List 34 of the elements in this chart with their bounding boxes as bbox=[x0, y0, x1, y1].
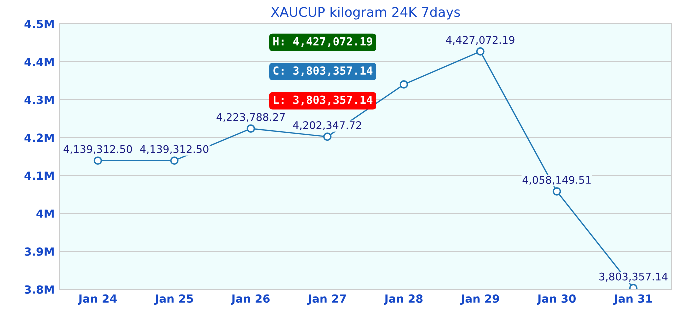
x-tick-label: Jan 29 bbox=[460, 294, 500, 306]
data-label: 4,202,347.72 bbox=[293, 121, 362, 130]
x-tick-label: Jan 24 bbox=[78, 294, 118, 306]
x-tick-label: Jan 27 bbox=[308, 294, 346, 306]
point bbox=[170, 156, 179, 166]
data-label: 4,058,149.51 bbox=[522, 176, 591, 186]
point bbox=[476, 48, 485, 56]
annotation: H: 4,427,072.19 bbox=[274, 37, 372, 48]
x-tick-label: Jan 31 bbox=[614, 294, 652, 306]
y-tick-label: 3.9M bbox=[24, 248, 54, 256]
x-tick-label: Jan 25 bbox=[154, 294, 194, 306]
data-label: 4,427,072.19 bbox=[446, 36, 515, 46]
point bbox=[246, 124, 256, 133]
data-label: 4,223,788.27 bbox=[216, 113, 285, 122]
data-label: 4,139,312.50 bbox=[140, 145, 209, 154]
y-tick-label: 4.3M bbox=[24, 96, 54, 104]
point bbox=[552, 187, 562, 196]
point bbox=[400, 80, 408, 89]
y-tick-label: 4.1M bbox=[24, 172, 54, 180]
y-tick-label: 4.4M bbox=[24, 58, 54, 66]
point bbox=[94, 156, 102, 166]
y-tick-label: 4.5M bbox=[24, 20, 54, 28]
annotation: L: 3,803,357.14 bbox=[274, 96, 373, 106]
annotation: C: 3,803,357.14 bbox=[274, 66, 373, 76]
x-tick-label: Jan 28 bbox=[384, 294, 423, 306]
chart-title: XAUCUP kilogram 24K 7days bbox=[271, 7, 460, 20]
point bbox=[323, 132, 332, 142]
y-tick-label: 4M bbox=[36, 210, 54, 218]
x-tick-label: Jan 26 bbox=[231, 294, 270, 306]
x-tick-label: Jan 30 bbox=[537, 294, 576, 306]
y-tick-label: 4.2M bbox=[24, 134, 54, 142]
data-label: 3,803,357.14 bbox=[600, 272, 668, 282]
y-tick-label: 3.8M bbox=[24, 286, 54, 294]
data-label: 4,139,312.50 bbox=[64, 145, 132, 154]
